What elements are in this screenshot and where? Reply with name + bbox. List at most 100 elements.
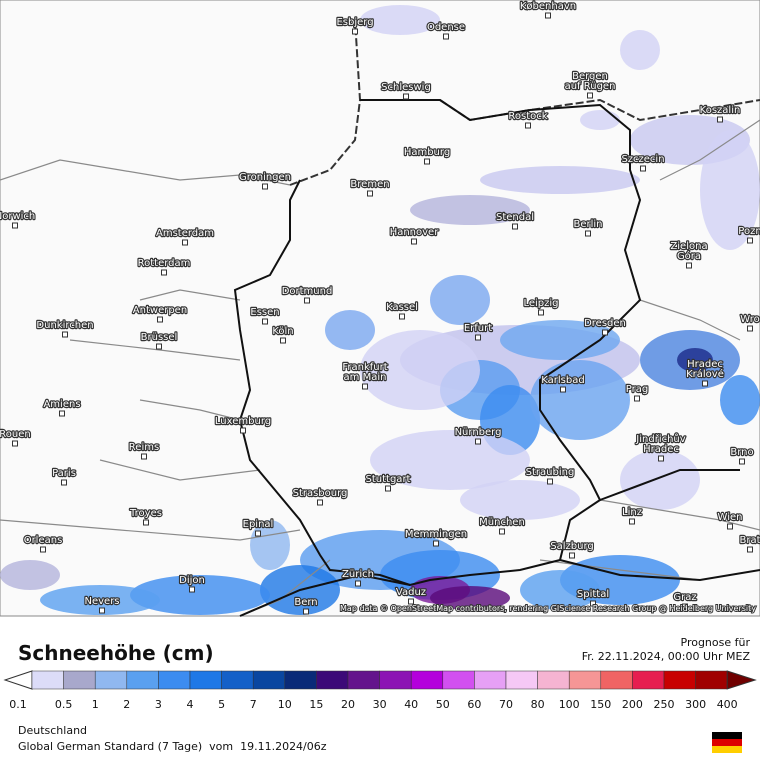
city-marker xyxy=(433,540,439,547)
city-marker xyxy=(587,92,593,99)
scale-label: 3 xyxy=(155,698,162,711)
city-marker xyxy=(424,158,430,165)
scale-start xyxy=(3,670,33,690)
city-marker xyxy=(40,546,46,553)
city-label: Odense xyxy=(427,22,465,33)
scale-box xyxy=(347,670,380,690)
city-marker xyxy=(156,343,162,350)
city-marker xyxy=(255,530,261,537)
city-label: Karlsbad xyxy=(541,375,584,386)
snow-patch xyxy=(720,375,760,425)
city-label: Zürich xyxy=(342,569,374,580)
scale-box xyxy=(316,670,349,690)
city-label: Brat xyxy=(739,535,760,546)
city-label: Stuttgart xyxy=(366,474,411,485)
city-label: Rouen xyxy=(0,429,31,440)
scale-label: 30 xyxy=(373,698,387,711)
city-marker xyxy=(739,458,745,465)
scale-label: 0.1 xyxy=(9,698,27,711)
city-label: Pozn xyxy=(738,226,760,237)
city-marker xyxy=(525,122,531,129)
city-label: Hamburg xyxy=(404,147,450,158)
city-marker xyxy=(317,499,323,506)
border-line xyxy=(69,339,241,361)
city-label: Stendal xyxy=(496,212,534,223)
city-label: Essen xyxy=(250,307,279,318)
scale-box xyxy=(410,670,444,690)
snow-patch xyxy=(677,348,713,372)
city-marker xyxy=(61,479,67,486)
city-label: Rostock xyxy=(508,111,547,122)
city-marker xyxy=(303,608,309,615)
city-marker xyxy=(682,603,688,610)
scale-label: 50 xyxy=(436,698,450,711)
city-marker xyxy=(686,262,692,269)
city-label: Zielona xyxy=(670,241,707,252)
scale-label: 0.5 xyxy=(55,698,73,711)
scale-label: 400 xyxy=(717,698,738,711)
city-marker xyxy=(355,580,361,587)
snow-patch xyxy=(430,275,490,325)
scale-label: 2 xyxy=(123,698,130,711)
scale-box xyxy=(442,670,475,690)
attribution: Map data © OpenStreetMap contributors, r… xyxy=(340,604,756,613)
scale-box xyxy=(600,670,633,690)
forecast-time: Fr. 22.11.2024, 00:00 Uhr MEZ xyxy=(582,650,751,663)
city-marker xyxy=(727,523,733,530)
city-label: Memmingen xyxy=(405,529,467,540)
city-label: Norwich xyxy=(0,211,35,222)
city-label: Frankfurt xyxy=(342,362,387,373)
city-labels: Esbjerg København Odense Schleswig Bergenauf… xyxy=(0,0,760,615)
city-label: Dortmund xyxy=(282,286,333,297)
city-label: auf Rügen xyxy=(565,81,616,92)
city-label: Vaduz xyxy=(396,587,426,598)
scale-box xyxy=(379,670,412,690)
snow-patch xyxy=(430,586,510,610)
city-marker xyxy=(280,337,286,344)
city-label: Nürnberg xyxy=(455,427,502,438)
city-label: am Main xyxy=(344,372,387,383)
scale-label: 1 xyxy=(92,698,99,711)
snow-patch xyxy=(700,130,760,250)
city-marker xyxy=(590,600,596,607)
footer-region: Deutschland xyxy=(18,724,87,737)
city-marker xyxy=(717,116,723,123)
city-marker xyxy=(143,519,149,526)
legend-title: Schneehöhe (cm) xyxy=(18,641,214,665)
city-marker xyxy=(362,383,368,390)
border-line xyxy=(139,399,241,421)
city-label: Berlin xyxy=(573,219,602,230)
city-marker xyxy=(352,28,358,35)
city-label: Amsterdam xyxy=(156,228,214,239)
city-label: Kassel xyxy=(386,302,418,313)
city-marker xyxy=(475,334,481,341)
city-marker xyxy=(560,386,566,393)
snow-patch xyxy=(480,166,640,194)
city-label: Graz xyxy=(673,592,696,603)
scale-label: 150 xyxy=(590,698,611,711)
scale-label: 4 xyxy=(187,698,194,711)
city-marker xyxy=(545,12,551,19)
city-marker xyxy=(538,309,544,316)
border-line xyxy=(539,559,701,581)
city-label: München xyxy=(479,517,525,528)
scale-box xyxy=(31,670,64,690)
flag xyxy=(712,732,742,753)
city-label: Troyes xyxy=(129,508,162,519)
city-marker xyxy=(12,222,18,229)
city-label: Antwerpen xyxy=(133,305,187,316)
border-line xyxy=(0,519,301,541)
snow-patch xyxy=(360,5,440,35)
city-label: Köln xyxy=(272,326,293,337)
city-label: Bremen xyxy=(350,179,389,190)
scale-box xyxy=(126,670,159,690)
snow-patch xyxy=(620,450,700,510)
border-line xyxy=(659,119,760,181)
city-marker xyxy=(99,607,105,614)
city-label: Góra xyxy=(677,250,701,262)
scale-label: 80 xyxy=(531,698,545,711)
scale-label: 20 xyxy=(341,698,355,711)
city-label: Linz xyxy=(622,507,642,518)
city-label: Brno xyxy=(730,447,753,458)
alps-border xyxy=(239,469,760,617)
